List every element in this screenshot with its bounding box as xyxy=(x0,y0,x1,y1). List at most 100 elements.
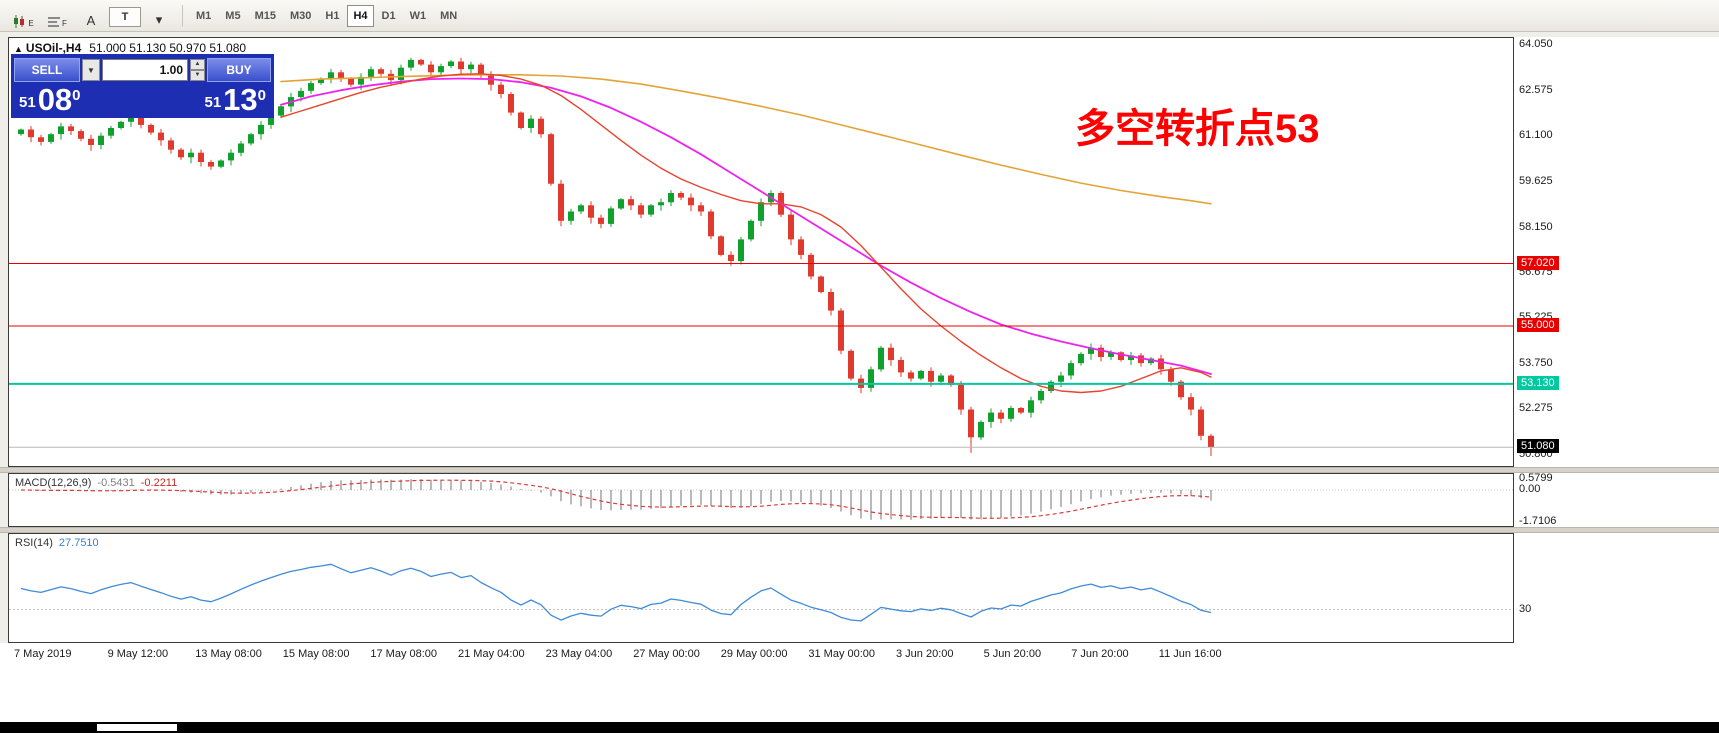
rsi-plot[interactable]: RSI(14) 27.7510 xyxy=(8,533,1514,643)
price-label: 53.750 xyxy=(1519,356,1553,369)
sell-price-pips: 08 xyxy=(37,82,73,117)
price-label: 61.100 xyxy=(1519,129,1553,142)
price-level-box: 57.020 xyxy=(1517,255,1559,270)
volume-input[interactable] xyxy=(102,59,188,81)
ma-medium-magenta xyxy=(280,77,1212,375)
toolbar-separator xyxy=(182,4,183,27)
volume-dropdown-icon[interactable]: ▼ xyxy=(82,59,100,81)
timeframe-mn[interactable]: MN xyxy=(434,5,463,27)
macd-svg xyxy=(9,479,1513,520)
time-label: 23 May 04:00 xyxy=(545,648,613,660)
candles xyxy=(18,57,1214,456)
price-level-box: 53.130 xyxy=(1517,375,1559,390)
rsi-value: 27.7510 xyxy=(58,537,99,549)
time-label: 9 May 12:00 xyxy=(107,648,169,660)
rsi-label: RSI(14) 27.7510 xyxy=(15,537,99,549)
macd-plot[interactable]: MACD(12,26,9) -0.5431 -0.2211 xyxy=(8,473,1514,527)
timeframe-d1[interactable]: D1 xyxy=(376,5,402,27)
time-label: 21 May 04:00 xyxy=(458,648,525,660)
bottom-filler xyxy=(0,665,1719,722)
rsi-axis-label: 30 xyxy=(1519,602,1532,615)
minimized-window-fragment[interactable] xyxy=(97,724,177,731)
macd-axis[interactable]: 0.5799 0.00 -1.7106 xyxy=(1514,472,1719,528)
chart-stack: ▲ USOil-,H4 51.000 51.130 50.970 51.080 SE… xyxy=(0,37,1719,733)
toolbar-icons: E F A T ▾ xyxy=(6,3,176,29)
time-label: 5 Jun 20:00 xyxy=(983,648,1042,660)
macd-name: MACD(12,26,9) xyxy=(15,477,92,489)
macd-histogram xyxy=(30,479,1212,520)
profiles-icon[interactable]: F xyxy=(41,3,73,29)
timeframe-m30[interactable]: M30 xyxy=(284,5,317,27)
buy-price-point: 0 xyxy=(257,87,266,104)
main-price-axis[interactable]: 64.05062.57561.10059.62558.15056.67555.2… xyxy=(1514,37,1719,467)
macd-panel: MACD(12,26,9) -0.5431 -0.2211 0.5799 0.00 -1… xyxy=(0,472,1719,528)
price-level-box: 55.000 xyxy=(1517,318,1559,332)
chart-template-icon[interactable]: E xyxy=(7,3,39,29)
macd-main-value: -0.5431 xyxy=(97,477,135,489)
rsi-svg xyxy=(9,563,1513,622)
time-label: 15 May 08:00 xyxy=(282,648,350,660)
main-chart-plot[interactable]: ▲ USOil-,H4 51.000 51.130 50.970 51.080 SE… xyxy=(8,37,1514,467)
price-label: 62.575 xyxy=(1519,83,1553,96)
macd-axis-label: 0.00 xyxy=(1519,483,1541,495)
sell-button[interactable]: SELL xyxy=(14,58,80,82)
macd-label: MACD(12,26,9) -0.5431 -0.2211 xyxy=(15,477,177,489)
timeframe-h4[interactable]: H4 xyxy=(347,4,374,27)
ma-fast-red xyxy=(280,73,1212,394)
chart-annotation: 多空转折点53 xyxy=(1075,107,1320,151)
time-label: 3 Jun 20:00 xyxy=(896,648,954,660)
volume-down-button[interactable]: ▼ xyxy=(190,70,205,81)
macd-axis-label: -1.7106 xyxy=(1519,515,1557,528)
trade-controls-row: SELL ▼ ▲ ▼ BUY xyxy=(14,58,271,82)
symbol-title: USOil-,H4 xyxy=(25,41,82,55)
ma-slow-orange xyxy=(280,73,1212,205)
time-label: 13 May 08:00 xyxy=(195,648,262,660)
trade-prices-row: 51 08 0 51 13 0 xyxy=(14,82,271,117)
volume-up-button[interactable]: ▲ xyxy=(190,59,205,70)
rsi-axis[interactable]: 30 xyxy=(1514,533,1719,643)
rsi-line xyxy=(20,563,1212,622)
buy-price-pips: 13 xyxy=(223,82,258,117)
time-label: 11 Jun 16:00 xyxy=(1158,648,1222,660)
buy-button[interactable]: BUY xyxy=(207,58,271,82)
timeframe-m15[interactable]: M15 xyxy=(249,5,282,27)
price-level-box: 51.080 xyxy=(1517,439,1559,454)
buy-price-int: 51 xyxy=(204,94,222,111)
macd-signal-line xyxy=(20,479,1212,519)
time-label: 17 May 08:00 xyxy=(370,648,438,660)
timeframe-w1[interactable]: W1 xyxy=(404,5,433,27)
buy-price: 51 13 0 xyxy=(204,82,266,117)
toolbar: E F A T ▾ M1 M5 M15 M30 H1 H4 D1 W1 MN xyxy=(0,0,1719,32)
rsi-panel: RSI(14) 27.7510 30 xyxy=(0,533,1719,643)
panel-splitter-2[interactable] xyxy=(0,527,1719,533)
main-chart-panel: ▲ USOil-,H4 51.000 51.130 50.970 51.080 SE… xyxy=(0,37,1719,467)
text-tool-icon[interactable]: T xyxy=(109,6,141,27)
timeframe-m1[interactable]: M1 xyxy=(190,5,217,27)
collapse-arrow-icon[interactable]: ▲ xyxy=(14,44,23,54)
price-label: 64.050 xyxy=(1519,38,1553,50)
sell-price-point: 0 xyxy=(72,87,81,104)
sell-price-int: 51 xyxy=(19,94,36,111)
bottom-bar xyxy=(0,722,1719,733)
time-axis[interactable]: 7 May 2019 9 May 12:00 13 May 08:00 15 May … xyxy=(0,643,1719,665)
drawing-tools-icon[interactable]: ▾ xyxy=(155,11,163,27)
macd-axis-label: 0.5799 xyxy=(1519,472,1553,484)
macd-signal-value: -0.2211 xyxy=(140,477,178,489)
rsi-name: RSI(14) xyxy=(15,537,53,549)
window-gap xyxy=(0,32,1719,37)
time-label: 31 May 00:00 xyxy=(808,648,876,660)
price-label: 52.275 xyxy=(1519,402,1553,415)
time-label: 7 May 2019 xyxy=(14,648,72,660)
time-label: 27 May 00:00 xyxy=(633,648,700,660)
timeframe-buttons: M1 M5 M15 M30 H1 H4 D1 W1 MN xyxy=(189,4,464,27)
price-label: 59.625 xyxy=(1519,174,1553,187)
panel-splitter[interactable] xyxy=(0,467,1719,473)
time-label: 29 May 00:00 xyxy=(720,648,788,660)
timeframe-h1[interactable]: H1 xyxy=(319,5,345,27)
main-chart-svg xyxy=(9,57,1513,456)
ohlc-values: 51.000 51.130 50.970 51.080 xyxy=(89,41,247,55)
timeframe-m5[interactable]: M5 xyxy=(219,5,246,27)
cursor-icon[interactable]: A xyxy=(86,12,96,28)
